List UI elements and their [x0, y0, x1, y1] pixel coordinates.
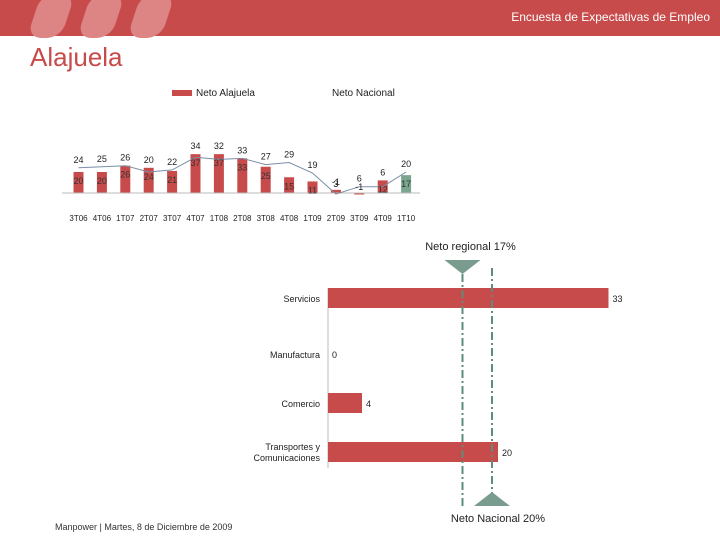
category-label: Comercio	[281, 399, 320, 409]
header-bar: Encuesta de Expectativas de Empleo	[0, 0, 720, 38]
data-label-nacional: 32	[214, 141, 224, 151]
bar-alajuela	[213, 154, 224, 193]
data-label-alajuela: 24	[144, 172, 154, 182]
footer-text: Manpower | Martes, 8 de Diciembre de 200…	[55, 522, 233, 532]
data-label-alajuela: 37	[190, 158, 200, 168]
data-label-alajuela: 26	[120, 170, 130, 180]
data-label-alajuela: 11	[308, 185, 317, 195]
data-label-nacional: 6	[357, 174, 362, 184]
data-label-nacional: -1	[332, 177, 340, 187]
x-tick-label: 1T09	[303, 214, 322, 223]
x-tick-label: 1T08	[210, 214, 229, 223]
bar-alajuela	[96, 172, 107, 193]
data-label-nacional: 20	[401, 159, 411, 169]
bar-alajuela	[167, 170, 178, 193]
x-tick-label: 4T08	[280, 214, 299, 223]
data-label-sector: 33	[613, 294, 623, 304]
x-tick-label: 1T10	[397, 214, 416, 223]
x-tick-label: 4T09	[374, 214, 393, 223]
category-label: Servicios	[283, 294, 320, 304]
line-nacional	[78, 156, 407, 195]
x-tick-label: 4T07	[186, 214, 205, 223]
data-label-nacional: 26	[120, 153, 130, 163]
bar-alajuela	[143, 167, 154, 193]
data-label-nacional: 6	[380, 167, 385, 177]
data-label-nacional: 25	[97, 154, 107, 164]
decor-shape	[126, 0, 176, 38]
bar-alajuela	[73, 172, 84, 193]
sector-chart: 33 0 4 20 Servicios Manufactura Comercio Transp…	[253, 241, 623, 525]
category-label-line: Comunicaciones	[253, 453, 320, 463]
data-label-alajuela: 12	[378, 184, 388, 194]
decor-shape	[26, 0, 76, 38]
data-label-nacional: 34	[190, 141, 200, 151]
bar-alajuela	[307, 181, 318, 193]
bar-alajuela	[284, 177, 295, 193]
x-tick-label: 4T06	[93, 214, 112, 223]
data-label-nacional: 29	[284, 150, 294, 160]
data-label-alajuela: 15	[284, 181, 294, 191]
data-label-alajuela: 17	[401, 179, 411, 189]
legend-label-alajuela: Neto Alajuela	[196, 88, 255, 99]
reference-label-nacional: Neto Nacional 20%	[451, 513, 545, 525]
bar-alajuela	[401, 175, 412, 193]
reference-label-regional: Neto regional 17%	[425, 241, 516, 253]
legend-label-nacional: Neto Nacional	[332, 88, 395, 99]
data-label-alajuela: 21	[167, 175, 177, 185]
x-tick-label: 2T09	[327, 214, 346, 223]
legend-swatch-alajuela	[172, 90, 192, 96]
x-tick-label: 3T08	[257, 214, 276, 223]
data-label-nacional: 27	[261, 152, 271, 162]
bar-alajuela	[330, 189, 341, 193]
data-label-alajuela: 20	[73, 176, 83, 186]
bar-sector	[328, 442, 498, 462]
data-label-sector: 20	[502, 448, 512, 458]
decor-shape	[76, 0, 126, 38]
x-tick-label: 3T07	[163, 214, 182, 223]
data-label-nacional: 19	[307, 160, 317, 170]
bar-alajuela	[190, 154, 201, 193]
category-label-line: Transportes y	[265, 442, 320, 452]
data-label-alajuela: 3	[333, 179, 338, 189]
data-label-nacional: 20	[144, 155, 154, 165]
category-label: Transportes y Comunicaciones	[253, 442, 320, 463]
bar-alajuela	[120, 165, 131, 193]
bar-alajuela	[260, 166, 271, 193]
data-label-nacional: 22	[167, 157, 177, 167]
page-title: Alajuela	[30, 42, 123, 72]
marker-nacional	[474, 492, 510, 506]
data-label-alajuela: 20	[97, 176, 107, 186]
x-tick-label: 3T09	[350, 214, 369, 223]
x-tick-label: 3T06	[69, 214, 88, 223]
data-label-nacional: 33	[237, 145, 247, 155]
data-label-nacional: 24	[73, 155, 83, 165]
data-label-sector: 4	[366, 399, 371, 409]
data-label-alajuela: 25	[261, 171, 271, 181]
marker-regional	[444, 260, 481, 274]
bar-alajuela	[354, 193, 365, 195]
data-label-sector: 0	[332, 350, 337, 360]
x-tick-label: 2T07	[140, 214, 159, 223]
data-label-alajuela: 33	[237, 162, 247, 172]
data-label-alajuela: -1	[355, 182, 363, 192]
x-tick-label: 1T07	[116, 214, 135, 223]
header-title: Encuesta de Expectativas de Empleo	[511, 10, 710, 24]
category-label: Manufactura	[270, 350, 320, 360]
data-label-alajuela: 37	[214, 158, 224, 168]
x-tick-label: 2T08	[233, 214, 252, 223]
bar-sector	[328, 288, 609, 308]
bar-sector	[328, 393, 362, 413]
bar-alajuela	[237, 158, 248, 193]
